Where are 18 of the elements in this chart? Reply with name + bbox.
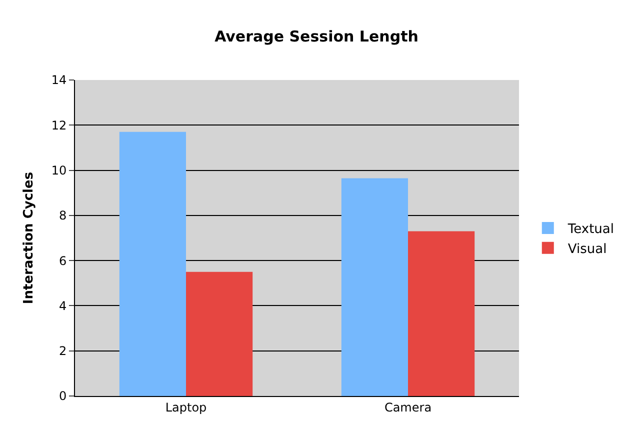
y-tick-label: 14: [51, 73, 67, 88]
y-tick-label: 2: [58, 344, 67, 358]
x-tick-label: Laptop: [165, 400, 207, 414]
y-tick-label: 12: [51, 118, 67, 132]
x-tick-label: Camera: [384, 400, 432, 414]
y-axis-title: Interaction Cycles: [21, 172, 36, 304]
y-tick-label: 4: [58, 298, 67, 313]
y-tick-label: 6: [58, 254, 67, 268]
y-tick-label: 10: [51, 163, 67, 178]
legend-label: Visual: [568, 242, 607, 257]
bar: [186, 272, 253, 396]
y-tick-label: 0: [58, 389, 67, 404]
bar: [408, 231, 475, 396]
bar: [119, 132, 186, 396]
chart-title: Average Session Length: [214, 27, 418, 46]
y-tick-label: 8: [58, 208, 67, 223]
legend-label: Textual: [566, 222, 614, 238]
bar: [341, 178, 408, 396]
